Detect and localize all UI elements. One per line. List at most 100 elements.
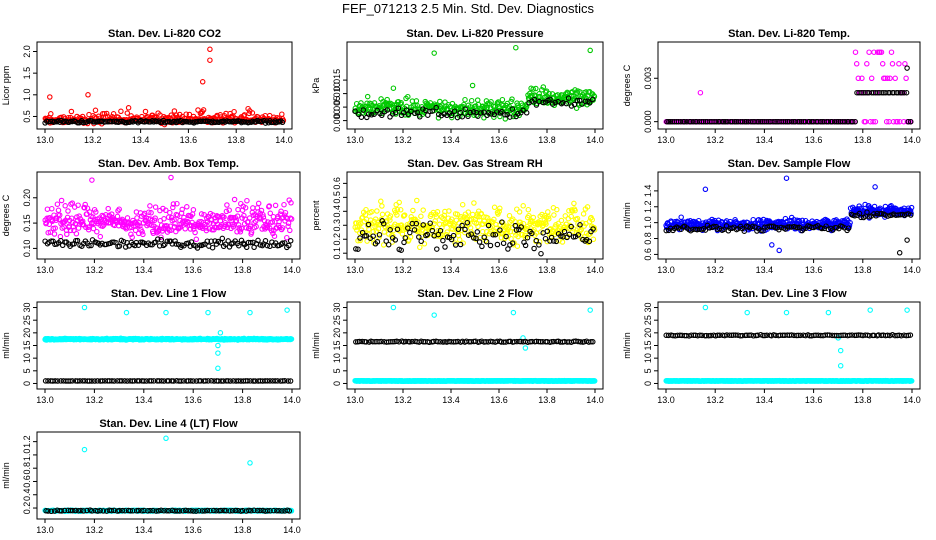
point-secondary (111, 378, 117, 384)
point-secondary (215, 378, 222, 384)
point-secondary (454, 114, 461, 121)
point-primary (174, 200, 180, 207)
point-secondary (409, 338, 415, 345)
point-secondary (450, 232, 457, 239)
x-tick-label: 13.0 (346, 265, 364, 275)
point-primary (520, 203, 526, 209)
point-secondary (208, 378, 215, 384)
point-primary (783, 175, 790, 181)
point-primary (46, 221, 53, 228)
point-primary (177, 224, 184, 230)
x-tick-label: 13.8 (234, 265, 252, 275)
x-tick-label: 13.0 (657, 395, 675, 405)
y-axis-label: percent (311, 200, 321, 231)
point-secondary (523, 110, 530, 116)
plot-frame (657, 171, 921, 260)
point-secondary (852, 332, 858, 339)
point-secondary (389, 111, 396, 117)
y-tick-label: 30 (22, 303, 32, 313)
point-primary (207, 46, 213, 53)
y-tick-label: 0.005 (332, 96, 342, 119)
point-primary (123, 309, 130, 316)
point-secondary (544, 228, 551, 235)
y-tick-label: 0.2 (332, 233, 342, 246)
point-primary (81, 304, 88, 311)
y-tick-label: 5 (332, 368, 342, 373)
point-secondary (405, 111, 412, 118)
y-axis-label: ml/min (1, 462, 11, 489)
point-primary (571, 200, 577, 207)
point-secondary (365, 221, 372, 228)
point-secondary (77, 119, 84, 125)
point-secondary (356, 338, 363, 345)
y-tick-label: 25 (22, 315, 32, 325)
point-primary (246, 215, 253, 221)
point-primary (44, 206, 51, 212)
point-secondary (124, 378, 131, 384)
point-secondary (561, 228, 568, 235)
point-primary (62, 203, 68, 209)
point-secondary (568, 103, 575, 109)
point-secondary (538, 250, 544, 257)
point-secondary (69, 378, 76, 384)
point-secondary (282, 378, 288, 384)
point-secondary (264, 242, 271, 249)
point-primary (523, 226, 529, 233)
chart-panel-4: Stan. Dev. Amb. Box Temp.degrees C13.0 13… (1, 158, 301, 275)
point-secondary (398, 247, 404, 253)
point-primary (892, 75, 898, 82)
point-primary (168, 174, 174, 181)
point-primary (431, 50, 437, 56)
point-primary (902, 61, 908, 67)
point-primary (497, 113, 503, 120)
point-secondary (536, 98, 542, 105)
point-secondary (552, 99, 558, 106)
x-tick-label: 14.0 (283, 265, 301, 275)
data-points (42, 304, 295, 384)
point-primary (58, 197, 65, 204)
point-secondary (705, 332, 712, 339)
point-secondary (697, 332, 703, 338)
point-secondary (590, 339, 596, 345)
point-secondary (371, 111, 377, 117)
point-secondary (208, 238, 214, 244)
point-primary (97, 233, 104, 240)
point-secondary (379, 112, 385, 119)
point-secondary (448, 112, 455, 119)
point-primary (92, 107, 99, 114)
x-tick-label: 13.0 (657, 135, 675, 145)
point-primary (539, 211, 545, 218)
point-secondary (285, 378, 291, 384)
x-tick-label: 13.8 (854, 135, 872, 145)
point-primary (268, 227, 275, 234)
point-primary (199, 79, 206, 85)
point-secondary (184, 119, 190, 125)
point-primary (566, 208, 572, 214)
point-primary (449, 114, 455, 121)
point-secondary (179, 242, 185, 249)
point-secondary (851, 213, 858, 219)
point-primary (479, 109, 485, 115)
point-secondary (121, 378, 128, 384)
point-primary (399, 231, 406, 237)
point-primary (110, 111, 117, 117)
point-secondary (515, 111, 521, 117)
point-secondary (772, 118, 778, 125)
point-primary (226, 207, 232, 213)
point-secondary (476, 239, 483, 245)
point-primary (231, 108, 237, 115)
y-tick-label: 2.0 (22, 45, 32, 58)
point-secondary (158, 378, 165, 384)
y-tick-label: 5 (643, 368, 653, 373)
point-secondary (222, 241, 229, 248)
point-secondary (907, 332, 914, 338)
point-primary (182, 226, 188, 232)
point-primary (513, 44, 519, 51)
point-secondary (494, 109, 500, 115)
point-secondary (478, 110, 484, 116)
point-secondary (724, 332, 730, 338)
x-tick-label: 13.6 (180, 135, 198, 145)
